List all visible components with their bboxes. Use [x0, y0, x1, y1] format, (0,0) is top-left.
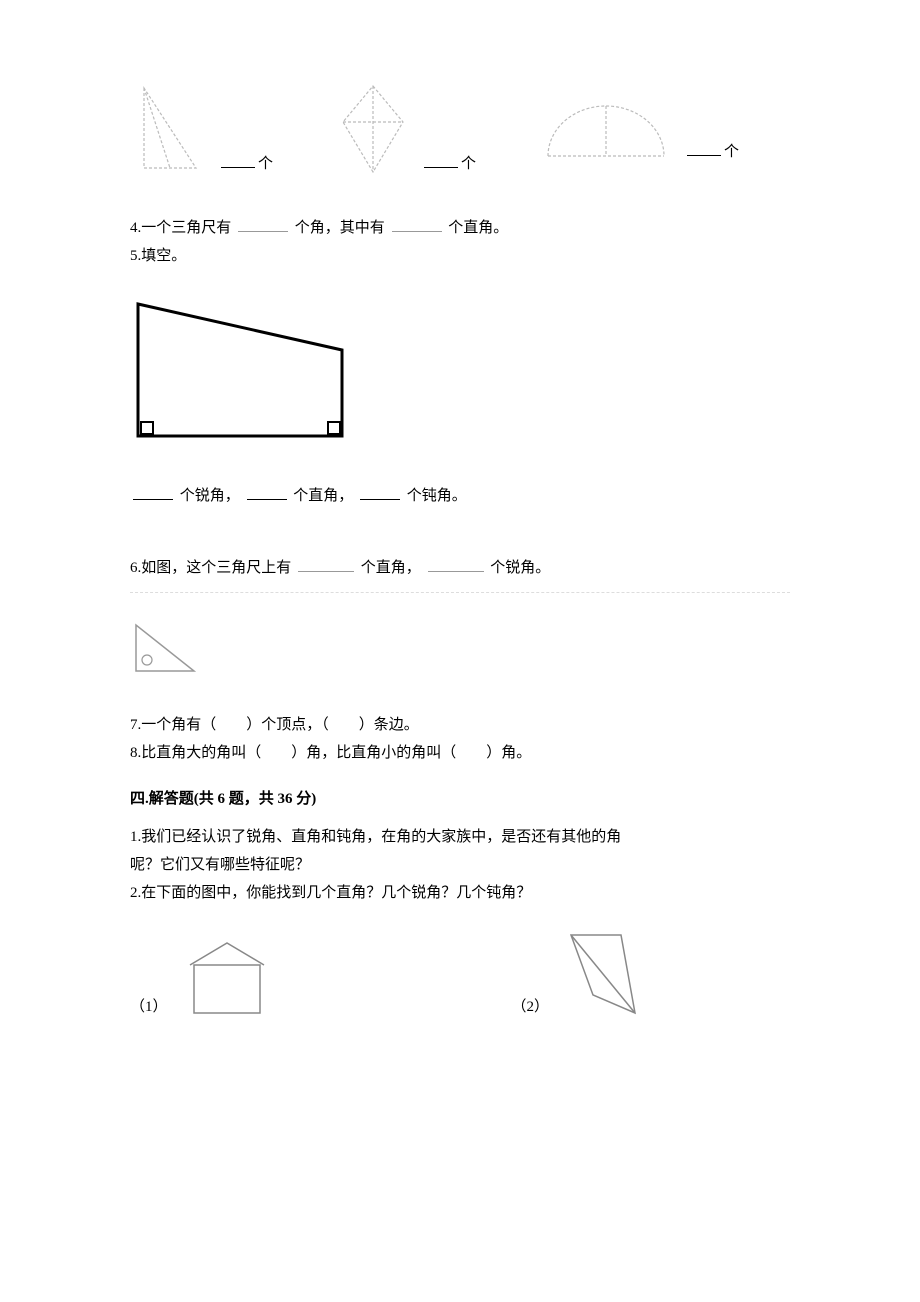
- q4-text-c: 个直角。: [448, 220, 508, 236]
- unit-semicircle: 个: [724, 144, 739, 160]
- dotted-semicircle-icon: [536, 92, 676, 164]
- figure-semicircle-cell: 个: [536, 92, 739, 164]
- fig2-label: （2）: [512, 995, 550, 1019]
- house-icon: [182, 937, 272, 1019]
- figures-row: 个 个 个: [130, 80, 790, 176]
- q6-text-a: 6.如图，这个三角尺上有: [130, 560, 291, 576]
- dotted-triangle-icon: [130, 80, 210, 176]
- question-7: 7.一个角有（ ）个顶点，（ ）条边。: [130, 713, 790, 737]
- q5-blank-3: [360, 499, 400, 500]
- section-4-header: 四.解答题(共 6 题，共 36 分): [130, 787, 790, 811]
- q5-text: 5.填空。: [130, 248, 186, 264]
- small-triangle-figure: [130, 621, 790, 685]
- fig1-label: （1）: [130, 995, 168, 1019]
- question-8: 8.比直角大的角叫（ ）角，比直角小的角叫（ ）角。: [130, 741, 790, 765]
- section4-figure-2: （2）: [512, 929, 644, 1019]
- set-square-icon: [130, 621, 200, 677]
- section4-figures-row: （1） （2）: [130, 929, 790, 1019]
- blank-diamond: 个: [421, 152, 476, 176]
- figure-triangle-cell: 个: [130, 80, 273, 176]
- quad-with-diagonal-icon: [563, 929, 643, 1019]
- section4-q1-line2: 呢？它们又有哪些特征呢？: [130, 853, 790, 877]
- q6-blank-1: [298, 571, 354, 572]
- q4-text-b: 个角，其中有: [295, 220, 385, 236]
- q4-blank-2: [392, 231, 442, 232]
- q6-text-b: 个直角，: [361, 560, 421, 576]
- q5-fill-c: 个钝角。: [407, 488, 467, 504]
- q5-fill-b: 个直角，: [293, 488, 353, 504]
- divider-line: [130, 592, 790, 593]
- question-6: 6.如图，这个三角尺上有 个直角， 个锐角。: [130, 556, 790, 580]
- question-5-title: 5.填空。: [130, 244, 790, 268]
- dotted-diamond-icon: [333, 80, 413, 176]
- q5-blank-2: [247, 499, 287, 500]
- q8-text: 8.比直角大的角叫（ ）角，比直角小的角叫（ ）角。: [130, 745, 531, 761]
- blank-triangle: 个: [218, 152, 273, 176]
- trapezoid-figure: [130, 296, 790, 454]
- section4-q2: 2.在下面的图中，你能找到几个直角？几个锐角？几个钝角？: [130, 881, 790, 905]
- q5-blank-1: [133, 499, 173, 500]
- section4-q1-line1: 1.我们已经认识了锐角、直角和钝角，在角的大家族中，是否还有其他的角: [130, 825, 790, 849]
- q6-blank-2: [428, 571, 484, 572]
- q4-blank-1: [238, 231, 288, 232]
- trapezoid-icon: [130, 296, 350, 446]
- q7-text: 7.一个角有（ ）个顶点，（ ）条边。: [130, 717, 419, 733]
- q5-fill-a: 个锐角，: [180, 488, 240, 504]
- question-5-fill: 个锐角， 个直角， 个钝角。: [130, 484, 790, 508]
- q6-text-c: 个锐角。: [490, 560, 550, 576]
- question-4: 4.一个三角尺有 个角，其中有 个直角。: [130, 216, 790, 240]
- section4-figure-1: （1）: [130, 937, 272, 1019]
- figure-diamond-cell: 个: [333, 80, 476, 176]
- q4-text-a: 4.一个三角尺有: [130, 220, 231, 236]
- blank-semicircle: 个: [684, 140, 739, 164]
- unit-triangle: 个: [258, 156, 273, 172]
- unit-diamond: 个: [461, 156, 476, 172]
